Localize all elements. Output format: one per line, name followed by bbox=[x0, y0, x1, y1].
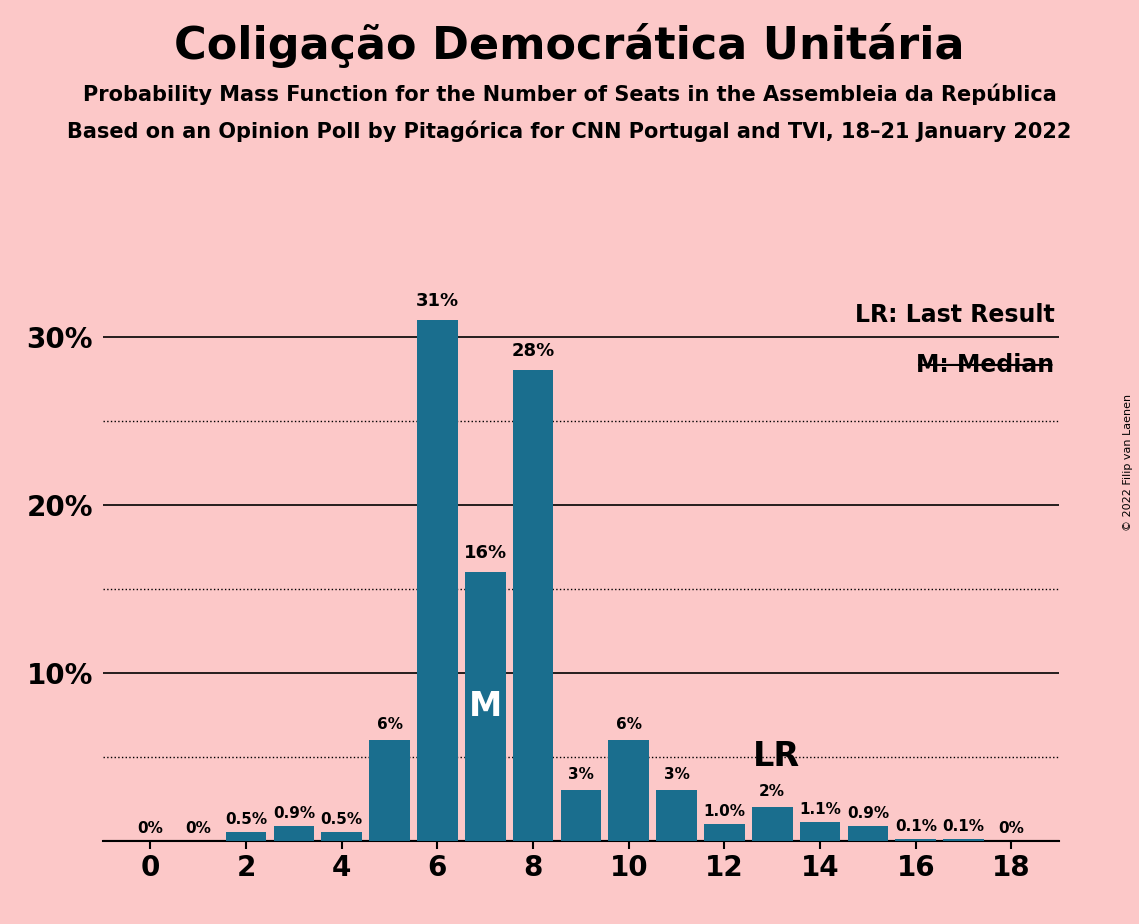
Text: 6%: 6% bbox=[616, 717, 641, 732]
Text: 0.9%: 0.9% bbox=[273, 806, 314, 821]
Text: LR: Last Result: LR: Last Result bbox=[854, 303, 1055, 327]
Bar bbox=[752, 808, 793, 841]
Bar bbox=[847, 826, 888, 841]
Text: 6%: 6% bbox=[377, 717, 402, 732]
Bar bbox=[800, 822, 841, 841]
Text: 2%: 2% bbox=[760, 784, 785, 799]
Text: 0.9%: 0.9% bbox=[847, 806, 888, 821]
Text: 0%: 0% bbox=[138, 821, 163, 836]
Text: 28%: 28% bbox=[511, 343, 555, 360]
Text: 1.0%: 1.0% bbox=[704, 804, 745, 819]
Bar bbox=[417, 320, 458, 841]
Bar bbox=[513, 371, 554, 841]
Text: 3%: 3% bbox=[664, 767, 689, 782]
Bar bbox=[465, 572, 506, 841]
Bar bbox=[321, 833, 362, 841]
Bar bbox=[943, 839, 984, 841]
Text: 0.5%: 0.5% bbox=[321, 812, 362, 827]
Text: 0.1%: 0.1% bbox=[895, 819, 936, 834]
Bar bbox=[273, 826, 314, 841]
Bar bbox=[369, 740, 410, 841]
Text: 0%: 0% bbox=[999, 821, 1024, 836]
Bar bbox=[656, 790, 697, 841]
Bar bbox=[560, 790, 601, 841]
Text: 0.1%: 0.1% bbox=[943, 819, 984, 834]
Bar bbox=[608, 740, 649, 841]
Text: M: Median: M: Median bbox=[917, 353, 1055, 377]
Bar bbox=[704, 824, 745, 841]
Bar bbox=[226, 833, 267, 841]
Text: 0%: 0% bbox=[186, 821, 211, 836]
Text: 0.5%: 0.5% bbox=[226, 812, 267, 827]
Text: 3%: 3% bbox=[568, 767, 593, 782]
Bar bbox=[895, 839, 936, 841]
Text: M: M bbox=[468, 690, 502, 723]
Text: LR: LR bbox=[753, 740, 801, 773]
Text: © 2022 Filip van Laenen: © 2022 Filip van Laenen bbox=[1123, 394, 1133, 530]
Text: Based on an Opinion Poll by Pitagórica for CNN Portugal and TVI, 18–21 January 2: Based on an Opinion Poll by Pitagórica f… bbox=[67, 120, 1072, 141]
Text: 16%: 16% bbox=[464, 544, 507, 562]
Text: 1.1%: 1.1% bbox=[800, 802, 841, 818]
Text: Probability Mass Function for the Number of Seats in the Assembleia da República: Probability Mass Function for the Number… bbox=[83, 83, 1056, 104]
Text: 31%: 31% bbox=[416, 292, 459, 310]
Text: Coligação Democrática Unitária: Coligação Democrática Unitária bbox=[174, 23, 965, 68]
